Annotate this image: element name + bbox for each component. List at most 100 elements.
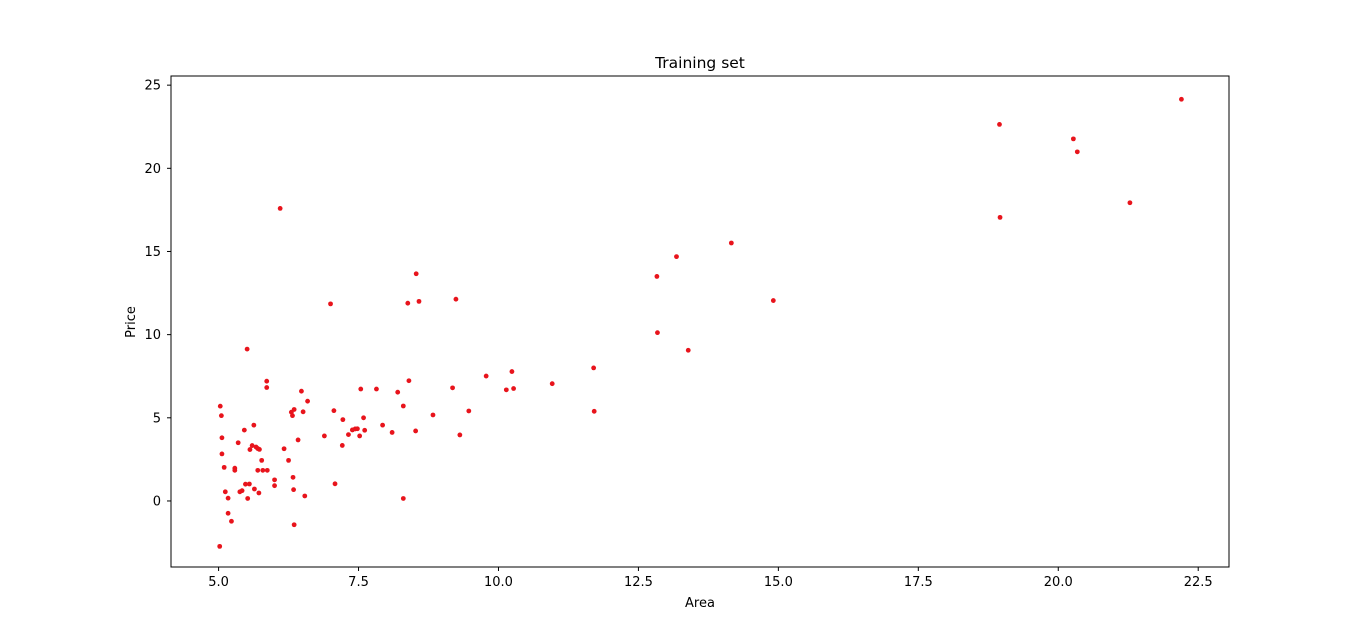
data-point (218, 413, 224, 419)
data-point (395, 389, 401, 395)
data-point (1179, 96, 1184, 102)
data-point (321, 433, 327, 439)
data-point (255, 467, 261, 473)
data-point (286, 457, 291, 463)
data-point (245, 496, 251, 501)
data-point (291, 487, 296, 493)
data-point (241, 427, 247, 433)
data-point (1127, 200, 1133, 206)
data-point (219, 451, 225, 457)
data-point (400, 403, 406, 409)
data-point (225, 510, 231, 516)
data-point (290, 413, 295, 419)
data-point (405, 300, 411, 306)
data-point (260, 467, 266, 473)
data-point (331, 408, 337, 414)
x-tick-label: 7.5 (348, 575, 369, 590)
data-point (264, 385, 270, 390)
data-point (346, 432, 351, 438)
data-point (380, 422, 385, 428)
x-tick-label: 20.0 (1044, 575, 1073, 590)
data-point (235, 440, 241, 446)
x-tick-label: 5.0 (208, 575, 229, 590)
x-tick-label: 22.5 (1184, 575, 1213, 590)
data-point (264, 467, 270, 473)
data-point (357, 433, 363, 439)
data-point (257, 447, 262, 452)
data-point (295, 437, 301, 443)
data-point (997, 214, 1003, 220)
data-point (450, 385, 455, 391)
data-point (654, 274, 660, 279)
data-point (291, 522, 297, 528)
y-axis-ticks: 0 5 10 15 20 25 (144, 79, 171, 509)
y-tick-label: 10 (144, 328, 161, 343)
data-point (243, 481, 248, 487)
y-tick-label: 15 (144, 245, 161, 260)
data-point (219, 435, 225, 441)
data-point (355, 426, 360, 432)
data-point (413, 271, 419, 277)
data-point (332, 481, 338, 487)
data-point (339, 443, 345, 448)
y-tick-label: 0 (153, 494, 161, 509)
data-point (685, 347, 691, 353)
data-point (264, 378, 270, 384)
data-point (400, 496, 406, 501)
data-point (328, 301, 333, 307)
data-point (291, 407, 297, 412)
data-point (290, 474, 296, 480)
data-point (300, 409, 306, 415)
scatter-points (217, 96, 1184, 549)
data-point (466, 408, 472, 414)
data-point (305, 398, 310, 404)
data-point (674, 254, 679, 260)
data-point (457, 432, 463, 438)
data-point (416, 298, 422, 304)
y-tick-label: 25 (144, 79, 161, 94)
data-point (511, 386, 516, 391)
data-point (217, 403, 223, 409)
data-point (232, 467, 238, 473)
data-point (374, 386, 379, 392)
data-point (221, 464, 227, 470)
x-tick-label: 10.0 (484, 575, 513, 590)
data-point (483, 373, 489, 379)
data-point (413, 428, 419, 434)
data-point (217, 543, 223, 549)
y-tick-label: 5 (153, 411, 161, 426)
data-point (272, 483, 277, 489)
data-point (225, 495, 231, 501)
data-point (246, 481, 252, 487)
data-point (256, 490, 262, 496)
data-point (591, 365, 597, 371)
y-tick-label: 20 (144, 162, 161, 177)
data-point (430, 412, 436, 418)
data-point (655, 330, 660, 336)
data-point (229, 518, 234, 524)
data-point (302, 493, 308, 499)
x-axis-ticks: 5.0 7.5 10.0 12.5 15.0 17.5 20.0 22.5 (208, 567, 1213, 590)
y-axis-label: Price (124, 306, 139, 338)
data-point (239, 488, 245, 494)
data-point (299, 388, 304, 394)
data-point (244, 346, 250, 352)
data-point (281, 446, 287, 452)
data-point (453, 296, 459, 302)
data-point (222, 489, 228, 495)
data-point (1074, 149, 1080, 155)
data-point (361, 415, 366, 421)
x-tick-label: 15.0 (764, 575, 793, 590)
data-point (406, 378, 412, 384)
x-axis-label: Area (685, 596, 715, 611)
chart-title: Training set (654, 54, 745, 72)
data-point (272, 477, 277, 483)
x-tick-label: 12.5 (624, 575, 653, 590)
data-point (728, 240, 734, 246)
data-point (770, 298, 776, 303)
data-point (549, 381, 555, 387)
data-point (1070, 136, 1076, 142)
data-point (251, 422, 257, 428)
data-point (259, 457, 265, 463)
